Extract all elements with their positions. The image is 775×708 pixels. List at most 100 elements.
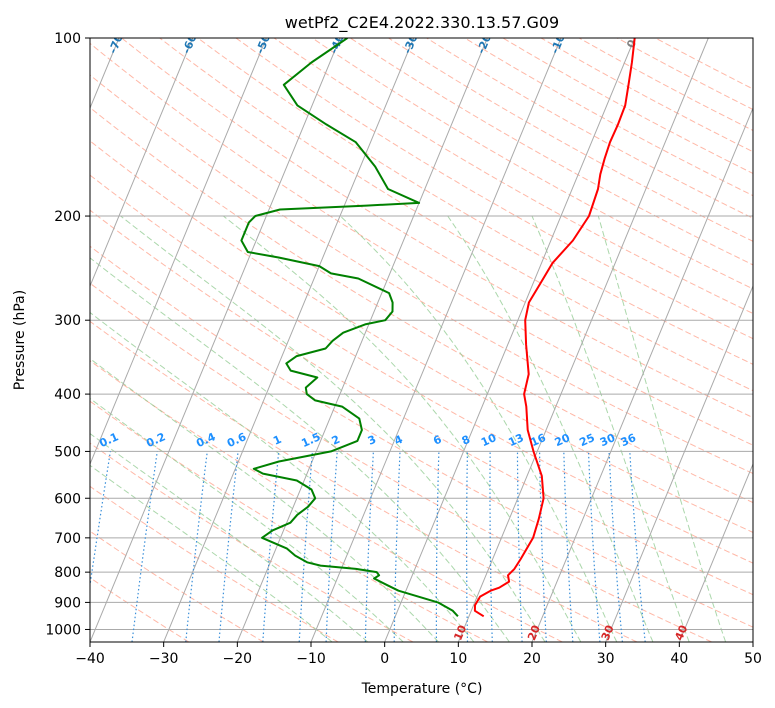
dry-adiabat <box>121 38 753 419</box>
dry-adiabat <box>90 106 753 504</box>
moist-adiabat <box>90 397 404 642</box>
mixing-ratio-line <box>185 451 208 642</box>
mixing-ratio-line <box>608 451 623 642</box>
y-axis-label: Pressure (hPa) <box>12 290 28 390</box>
moist-adiabat <box>531 215 690 642</box>
x-tick-label: 10 <box>449 651 467 667</box>
y-tick-label: 200 <box>54 209 81 225</box>
isotherm <box>163 38 415 642</box>
isotherm <box>605 284 753 642</box>
profiles <box>240 38 636 618</box>
moist-adiabat <box>90 432 369 642</box>
isotherm <box>236 38 488 642</box>
isotherm <box>531 106 753 642</box>
mixing-ratio-line <box>393 451 401 642</box>
mixing-ratio-line <box>325 451 338 642</box>
mixing-ratio-label: 25 <box>577 431 596 449</box>
moist-adiabat <box>90 257 510 642</box>
mixing-ratio-label: 10 <box>479 431 499 449</box>
dry-adiabat <box>90 400 488 642</box>
x-tick-label: −10 <box>296 651 326 667</box>
y-tick-label: 700 <box>54 531 81 547</box>
dry-adiabat <box>350 38 753 266</box>
moist-adiabat <box>339 215 618 642</box>
isotherm-label: 0 <box>624 37 639 49</box>
isotherm-label: -50 <box>254 32 274 56</box>
mixing-ratio-label: 2 <box>330 433 342 448</box>
dry-adiabat <box>90 577 190 642</box>
mixing-ratio-label: 4 <box>392 433 405 448</box>
dry-adiabat <box>90 74 753 475</box>
dry-adiabat <box>90 282 712 642</box>
x-tick-label: 40 <box>670 651 688 667</box>
y-tick-label: 400 <box>54 387 81 403</box>
x-axis-label: Temperature (°C) <box>361 681 483 697</box>
isotherm <box>90 38 194 288</box>
mixing-ratio-line <box>298 451 313 642</box>
dry-adiabat <box>578 38 753 131</box>
mixing-ratio-label: 6 <box>431 433 444 448</box>
plot-frame <box>89 37 754 643</box>
dry-adiabat <box>197 38 753 365</box>
mixing-ratio-line <box>489 451 493 642</box>
dry-adiabat <box>159 38 753 392</box>
mixing-ratio-label: 30 <box>598 431 618 449</box>
line-labels: 0.1 0.2 0.4 0.6 1 1.5 2 3 4 6 8 10 13 16 20 25 30 36-70 -6… <box>97 32 690 642</box>
mixing-ratio-label: 0.1 <box>97 430 120 450</box>
temperature-line <box>473 38 636 618</box>
isotherm-label: 40 <box>672 623 690 642</box>
y-tick-label: 300 <box>54 313 81 329</box>
moist-adiabat <box>120 215 546 642</box>
mixing-ratio-label: 36 <box>619 431 639 449</box>
moist-adiabat <box>222 215 582 642</box>
mixing-ratio-label: 1 <box>271 433 283 448</box>
y-tick-label: 600 <box>54 491 81 507</box>
dry-adiabat <box>502 38 753 175</box>
grid-layer <box>90 38 753 642</box>
mixing-ratio-label: 0.2 <box>144 430 167 450</box>
x-tick-label: −20 <box>223 651 253 667</box>
isotherm-label: 20 <box>525 623 543 642</box>
mixing-ratio-line <box>435 451 440 642</box>
dewpoint-line <box>240 38 459 617</box>
isotherm <box>384 38 636 642</box>
x-tick-label: 50 <box>744 651 762 667</box>
x-tick-label: 30 <box>597 651 615 667</box>
isotherm-label: -70 <box>106 32 126 56</box>
isotherm-label: -60 <box>180 32 200 56</box>
dry-adiabat <box>90 360 563 642</box>
isotherm-label: -30 <box>401 32 421 56</box>
dry-adiabat <box>90 245 753 628</box>
dry-adiabat <box>426 38 753 219</box>
dry-adiabat <box>540 38 753 153</box>
moist-adiabat <box>597 215 727 642</box>
axis-ticks: −40 −30 −20 −10 0 10 20 30 40 5010020030040050060… <box>45 31 762 667</box>
x-tick-label: −30 <box>149 651 179 667</box>
isotherm <box>90 38 267 466</box>
x-tick-label: 0 <box>380 651 389 667</box>
dry-adiabat <box>464 38 753 197</box>
mixing-ratio-line <box>587 451 601 642</box>
dry-adiabat <box>90 174 753 564</box>
mixing-ratio-line <box>90 451 111 589</box>
isotherm <box>310 38 562 642</box>
isotherm <box>752 640 753 642</box>
mixing-ratio-line <box>364 451 374 642</box>
isotherm-label: -20 <box>475 32 495 56</box>
chart-title: wetPf2_C2E4.2022.330.13.57.G09 <box>285 13 559 33</box>
dry-adiabat <box>90 320 638 642</box>
dry-adiabat <box>90 140 753 533</box>
mixing-ratio-line <box>218 451 239 642</box>
mixing-ratio-label: 0.4 <box>194 430 217 450</box>
mixing-ratio-label: 20 <box>553 431 573 449</box>
mixing-ratio-line <box>466 451 469 642</box>
x-tick-label: −40 <box>75 651 105 667</box>
isotherm <box>678 462 753 642</box>
dry-adiabat <box>655 38 753 90</box>
moist-adiabat <box>447 215 654 642</box>
mixing-ratio-label: 3 <box>366 433 378 448</box>
mixing-ratio-label: 0.6 <box>225 430 248 450</box>
dry-adiabat <box>235 38 753 340</box>
y-tick-label: 100 <box>54 31 81 47</box>
dry-adiabat <box>90 485 339 642</box>
